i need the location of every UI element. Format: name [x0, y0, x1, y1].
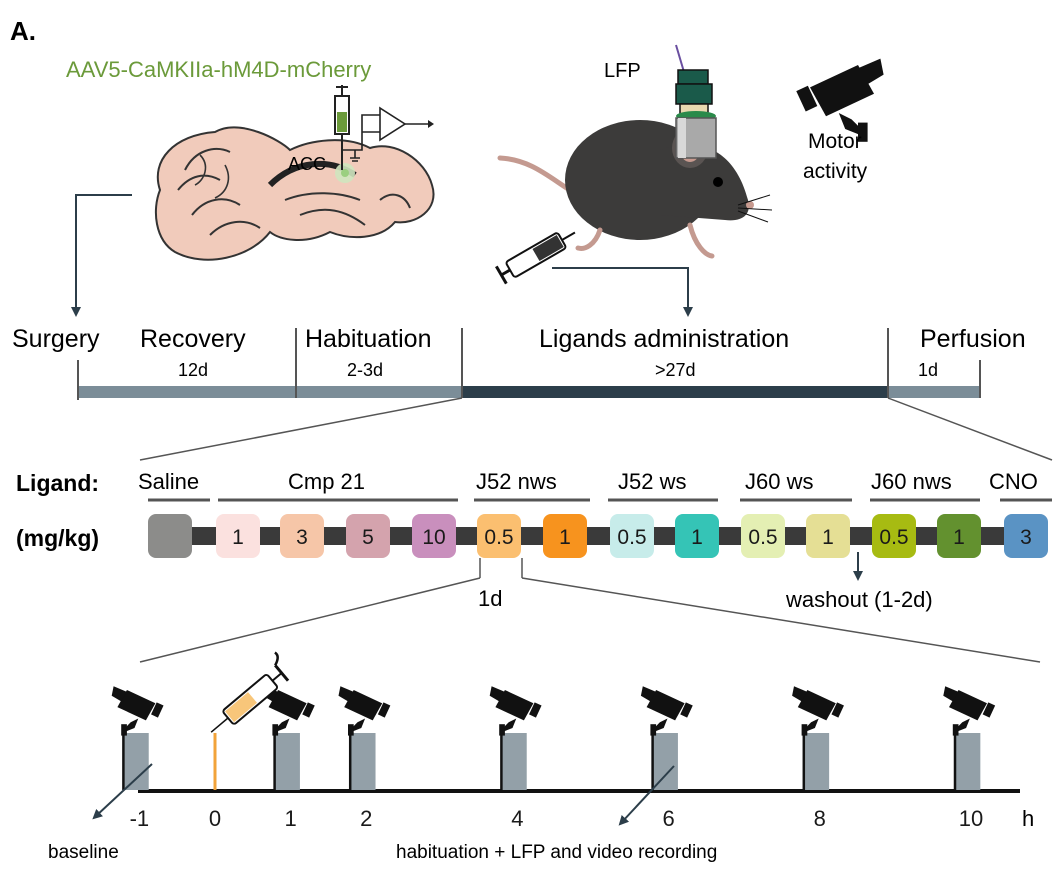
dose-value: 3 — [1020, 526, 1032, 549]
dose-box — [872, 514, 916, 558]
dose-box — [1004, 514, 1048, 558]
dose-box — [280, 514, 324, 558]
dose-value: 1 — [232, 526, 244, 549]
recording-block — [123, 733, 149, 790]
dose-box — [412, 514, 456, 558]
camera-label-line1: Motor — [808, 130, 862, 153]
injection-syringe-timeline-icon — [210, 651, 290, 733]
amplifier-icon — [342, 106, 434, 162]
brain-region-label: ACC — [288, 154, 326, 174]
dose-value: 0.5 — [748, 526, 777, 549]
panel-label: A. — [10, 16, 36, 46]
electrode-implant-icon — [675, 44, 717, 159]
ligand-j52nws-name: J52 nws — [476, 469, 557, 494]
recording-arrow — [618, 765, 675, 826]
dose-box — [675, 514, 719, 558]
video-camera-icon — [792, 686, 844, 736]
baseline-label: baseline — [48, 842, 119, 863]
phase-administration-label: Ligands administration — [539, 325, 789, 353]
administration-arrow — [552, 267, 693, 317]
phase-recovery-duration: 12d — [178, 360, 208, 380]
recording-block — [274, 733, 300, 790]
camera-label-line2: activity — [803, 160, 868, 183]
dose-box — [610, 514, 654, 558]
dose-value: 1 — [953, 526, 965, 549]
dose-value: 5 — [362, 526, 374, 549]
mouse-illustration — [497, 120, 773, 259]
ligand-j52ws-name: J52 ws — [618, 469, 686, 494]
dose-box — [741, 514, 785, 558]
time-tick-label: 10 — [959, 806, 983, 831]
video-camera-icon — [111, 686, 164, 736]
phase-recovery-label: Recovery — [140, 325, 246, 353]
zoom-line-day-right — [521, 577, 1041, 663]
dose-boxes: 1 3 5 10 0.5 1 0.5 1 0.5 1 0.5 1 3 — [148, 514, 1048, 558]
video-camera-icon — [338, 686, 391, 736]
dose-box — [216, 514, 260, 558]
injection-syringe-icon — [334, 85, 350, 170]
phase-habituation-label: Habituation — [305, 325, 431, 353]
phase-surgery-label: Surgery — [12, 325, 100, 353]
dose-value: 1 — [559, 526, 571, 549]
dose-box — [148, 514, 192, 558]
dose-value: 1 — [691, 526, 703, 549]
dose-value: 0.5 — [484, 526, 513, 549]
dose-box — [346, 514, 390, 558]
baseline-arrow — [92, 763, 153, 820]
time-unit-label: h — [1022, 806, 1034, 831]
ligand-syringe-icon — [495, 231, 576, 285]
ligand-j60ws-name: J60 ws — [745, 469, 813, 494]
dose-row-label: (mg/kg) — [16, 525, 99, 551]
recording-blocks — [122, 733, 981, 790]
time-tick-label: 1 — [284, 806, 296, 831]
video-camera-icon — [489, 686, 542, 736]
ligand-cmp21-name: Cmp 21 — [288, 469, 365, 494]
recording-label: habituation + LFP and video recording — [396, 842, 717, 863]
video-camera-icon — [943, 686, 996, 736]
zoom-line-left — [139, 397, 463, 461]
dose-value: 3 — [296, 526, 308, 549]
dose-value: 0.5 — [617, 526, 646, 549]
ligand-row-label: Ligand: — [16, 470, 99, 496]
washout-label: washout (1-2d) — [785, 587, 933, 612]
dose-value: 10 — [422, 526, 445, 549]
phase-perfusion-duration: 1d — [918, 360, 938, 380]
dose-value: 1 — [822, 526, 834, 549]
dose-box — [543, 514, 587, 558]
time-tick-label: 2 — [360, 806, 372, 831]
ligand-j60nws-name: J60 nws — [871, 469, 952, 494]
recording-block — [501, 733, 527, 790]
phase-perfusion-label: Perfusion — [920, 325, 1026, 353]
brain-illustration: ACC — [154, 126, 435, 261]
interval-label: 1d — [478, 586, 502, 611]
dose-value: 0.5 — [879, 526, 908, 549]
recording-block — [804, 733, 830, 790]
time-tick-label: -1 — [130, 806, 150, 831]
time-tick-label: 4 — [511, 806, 523, 831]
phase-administration-duration: >27d — [655, 360, 696, 380]
recording-block — [652, 733, 678, 790]
video-camera-icon — [640, 686, 693, 736]
recording-block — [350, 733, 376, 790]
ligand-saline-name: Saline — [138, 469, 199, 494]
recording-tick-labels: -1 0 1 2 4 6 8 10 — [130, 806, 984, 831]
dose-box — [806, 514, 850, 558]
dose-box — [477, 514, 521, 558]
virus-label: AAV5-CaMKIIa-hM4D-mCherry — [66, 57, 371, 82]
overall-timeline — [77, 328, 981, 400]
phase-habituation-duration: 2-3d — [347, 360, 383, 380]
recording-block — [955, 733, 981, 790]
zoom-line-right — [887, 397, 1053, 461]
dose-box — [937, 514, 981, 558]
ligand-cno-name: CNO — [989, 469, 1038, 494]
surgery-arrow — [71, 194, 132, 317]
time-tick-label: 6 — [662, 806, 674, 831]
time-tick-label: 8 — [814, 806, 826, 831]
lfp-label: LFP — [604, 60, 641, 82]
time-tick-label: 0 — [209, 806, 221, 831]
zoom-line-day-left — [139, 577, 481, 663]
